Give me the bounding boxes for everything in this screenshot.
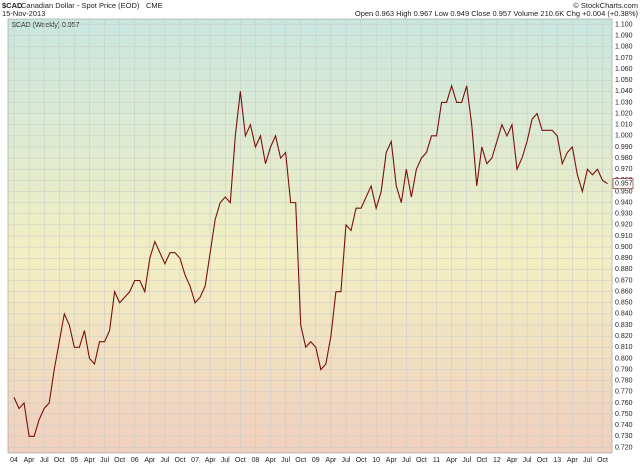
y-tick-label: 0.720 [615,444,633,451]
x-tick-label: 06 [131,457,139,464]
x-tick-label: 08 [252,457,260,464]
y-tick-label: 1.060 [615,66,633,73]
price-line [13,83,608,437]
y-tick-label: 0.740 [615,422,633,429]
y-tick-label: 1.100 [615,21,633,28]
x-tick-label: Jul [281,457,290,464]
y-tick-label: 0.990 [615,144,633,151]
y-tick-label: 0.920 [615,222,633,229]
x-tick-label: Apr [265,457,277,464]
exchange: CME [146,1,163,10]
x-tick-label: Jul [221,457,230,464]
x-tick-label: Apr [24,457,36,464]
x-tick-label: 07 [191,457,199,464]
y-tick-label: 0.800 [615,355,633,362]
x-tick-label: Oct [597,457,608,464]
y-tick-label: 0.900 [615,244,633,251]
x-tick-label: Jul [100,457,109,464]
x-tick-label: Apr [205,457,217,464]
x-tick-label: 12 [493,457,501,464]
x-tick-label: 10 [372,457,380,464]
x-tick-label: Oct [416,457,427,464]
x-tick-label: Oct [537,457,548,464]
x-tick-label: Apr [84,457,96,464]
y-tick-label: 0.790 [615,366,633,373]
x-tick-label: Jul [160,457,169,464]
y-tick-label: 1.020 [615,110,633,117]
y-tick-label: 0.860 [615,288,633,295]
x-tick-label: Oct [175,457,186,464]
x-tick-label: Oct [235,457,246,464]
date: 15-Nov-2013 [2,9,45,18]
last-value-tag [612,178,634,189]
x-tick-label: Jul [462,457,471,464]
y-tick-label: 0.980 [615,155,633,162]
x-tick-label: Apr [446,457,458,464]
x-tick-label: Oct [114,457,125,464]
y-tick-label: 0.910 [615,233,633,240]
y-tick-label: 0.950 [615,188,633,195]
last-value-label: 0.957 [615,181,633,188]
x-tick-label: Oct [356,457,367,464]
instrument-name: Canadian Dollar - Spot Price (EOD) [21,1,140,10]
x-tick-label: Jul [583,457,592,464]
x-tick-label: Jul [342,457,351,464]
y-tick-label: 0.810 [615,344,633,351]
y-tick-label: 1.040 [615,88,633,95]
x-tick-label: 11 [433,457,440,464]
x-tick-label: Apr [567,457,579,464]
y-tick-label: 0.750 [615,411,633,418]
y-tick-label: 1.080 [615,44,633,51]
y-tick-label: 0.850 [615,300,633,307]
x-tick-label: 09 [312,457,320,464]
y-tick-label: 1.010 [615,122,633,129]
y-tick-label: 0.940 [615,199,633,206]
y-tick-label: 0.780 [615,378,633,385]
y-tick-label: 0.870 [615,277,633,284]
y-tick-label: 0.730 [615,433,633,440]
x-tick-label: Apr [144,457,156,464]
x-tick-label: Oct [476,457,487,464]
symbol: $CAD [2,1,23,10]
x-tick-label: 05 [70,457,78,464]
x-tick-label: Apr [325,457,337,464]
x-tick-label: 04 [10,457,18,464]
y-tick-label: 0.970 [615,166,633,173]
x-tick-label: Oct [295,457,306,464]
x-tick-label: Oct [54,457,65,464]
credit: © StockCharts.com [573,1,638,10]
y-tick-label: 0.760 [615,400,633,407]
x-tick-label: 13 [553,457,561,464]
y-tick-label: 0.890 [615,255,633,262]
y-tick-label: 1.000 [615,133,633,140]
y-tick-label: 0.840 [615,311,633,318]
y-tick-label: 1.070 [615,55,633,62]
y-tick-label: 0.830 [615,322,633,329]
y-tick-label: 1.090 [615,33,633,40]
x-tick-label: Jul [402,457,411,464]
x-tick-label: Jul [523,457,532,464]
y-tick-label: 0.770 [615,389,633,396]
y-tick-label: 1.050 [615,77,633,84]
y-tick-label: 1.030 [615,99,633,106]
legend-entry: $CAD (Weekly) 0.957 [12,22,80,29]
y-tick-label: 0.930 [615,211,633,218]
x-tick-label: Apr [507,457,519,464]
x-tick-label: Jul [40,457,49,464]
x-tick-label: Apr [386,457,398,464]
quote: Open 0.963 High 0.967 Low 0.949 Close 0.… [355,9,639,18]
y-tick-label: 0.880 [615,266,633,273]
y-tick-label: 0.820 [615,333,633,340]
